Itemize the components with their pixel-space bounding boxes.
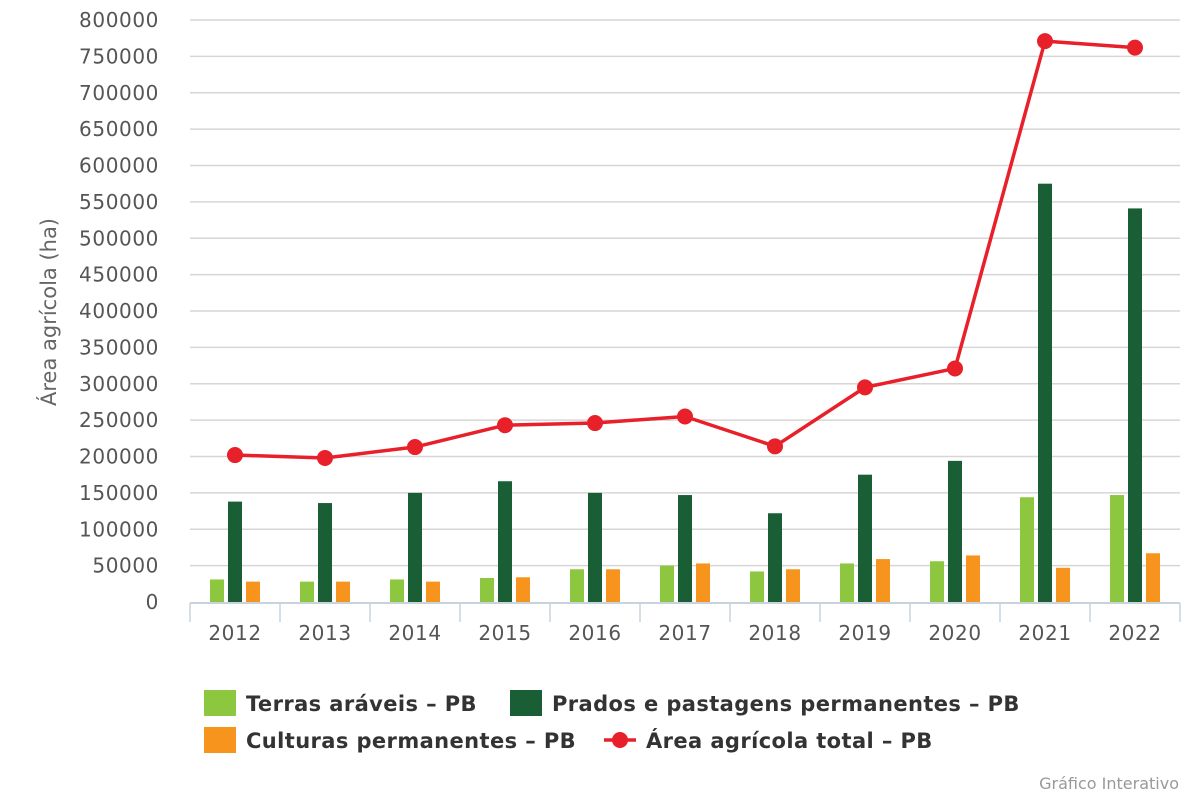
y-tick-label: 500000	[79, 226, 159, 250]
bar[interactable]	[1128, 208, 1142, 603]
credit-link[interactable]: Gráfico Interativo	[1039, 774, 1179, 793]
y-tick-label: 600000	[79, 154, 159, 178]
line-point[interactable]	[947, 360, 963, 377]
bar[interactable]	[696, 563, 710, 602]
legend-label: Área agrícola total – PB	[646, 728, 933, 753]
y-tick-label: 550000	[79, 190, 159, 214]
y-tick-label: 300000	[79, 372, 159, 396]
line-point[interactable]	[677, 408, 693, 425]
y-tick-label: 350000	[79, 335, 159, 359]
bars	[210, 183, 1160, 603]
bar[interactable]	[426, 581, 440, 602]
y-tick-label: 0	[146, 590, 159, 614]
y-tick-label: 200000	[79, 445, 159, 469]
bar[interactable]	[1038, 183, 1052, 602]
bar[interactable]	[768, 513, 782, 602]
x-tick-label: 2021	[1018, 621, 1071, 645]
x-tick-label: 2016	[568, 621, 621, 645]
legend-item[interactable]: Prados e pastagens permanentes – PB	[510, 690, 1020, 716]
total-line	[234, 39, 1136, 460]
bar[interactable]	[336, 581, 350, 602]
x-tick-label: 2012	[208, 621, 261, 645]
bar[interactable]	[1146, 553, 1160, 602]
bar[interactable]	[966, 555, 980, 602]
bar[interactable]	[948, 460, 962, 602]
bar[interactable]	[210, 579, 224, 602]
line-point[interactable]	[857, 379, 873, 396]
bar[interactable]	[678, 495, 692, 602]
y-tick-label: 650000	[79, 117, 159, 141]
x-tick-label: 2015	[478, 621, 531, 645]
y-tick-label: 700000	[79, 81, 159, 105]
line-point[interactable]	[1127, 39, 1143, 56]
bar[interactable]	[300, 581, 314, 602]
bar[interactable]	[1020, 497, 1034, 602]
bar[interactable]	[876, 559, 890, 602]
y-tick-label: 800000	[79, 8, 159, 32]
gridlines	[190, 19, 1180, 567]
y-tick-label: 250000	[79, 408, 159, 432]
legend: Terras aráveis – PB Prados e pastagens pe…	[204, 690, 1020, 753]
bar[interactable]	[1110, 495, 1124, 602]
bar[interactable]	[1056, 567, 1070, 602]
x-tick-label: 2019	[838, 621, 891, 645]
line-point[interactable]	[587, 415, 603, 432]
legend-label: Culturas permanentes – PB	[246, 729, 576, 753]
x-tick-label: 2013	[298, 621, 351, 645]
x-tick-label: 2022	[1108, 621, 1161, 645]
bar[interactable]	[246, 581, 260, 602]
bar[interactable]	[786, 569, 800, 602]
bar[interactable]	[930, 561, 944, 602]
y-tick-label: 50000	[92, 554, 159, 578]
bar[interactable]	[606, 569, 620, 602]
x-tick-label: 2020	[928, 621, 981, 645]
line-point[interactable]	[767, 438, 783, 455]
legend-label: Terras aráveis – PB	[246, 692, 477, 716]
x-tick-label: 2014	[388, 621, 441, 645]
y-tick-label: 750000	[79, 44, 159, 68]
legend-swatch-marker	[612, 732, 628, 748]
y-axis-ticks: 0 50000 100000 150000 200000 250000 300000 3500…	[79, 8, 159, 614]
legend-item[interactable]: Terras aráveis – PB	[204, 690, 477, 716]
line-point[interactable]	[317, 449, 333, 466]
x-tick-label: 2017	[658, 621, 711, 645]
bar[interactable]	[480, 577, 494, 602]
total-line-series	[227, 33, 1143, 466]
line-point[interactable]	[407, 439, 423, 456]
bar[interactable]	[588, 492, 602, 602]
legend-item[interactable]: Culturas permanentes – PB	[204, 727, 576, 753]
line-point[interactable]	[1037, 33, 1053, 50]
y-tick-label: 100000	[79, 517, 159, 541]
bar[interactable]	[840, 563, 854, 602]
y-tick-label: 450000	[79, 263, 159, 287]
bar[interactable]	[390, 579, 404, 602]
legend-swatch	[204, 727, 236, 753]
bar[interactable]	[858, 474, 872, 602]
bar[interactable]	[660, 565, 674, 602]
bar[interactable]	[408, 492, 422, 602]
x-tick-label: 2018	[748, 621, 801, 645]
legend-swatch	[510, 690, 542, 716]
y-tick-label: 400000	[79, 299, 159, 323]
bar[interactable]	[750, 571, 764, 602]
y-tick-label: 150000	[79, 481, 159, 505]
y-axis-title: Área agrícola (ha)	[36, 218, 61, 406]
line-point[interactable]	[497, 417, 513, 434]
bar[interactable]	[516, 577, 530, 602]
line-point[interactable]	[227, 447, 243, 464]
legend-label: Prados e pastagens permanentes – PB	[552, 692, 1020, 716]
bar[interactable]	[570, 569, 584, 602]
bar[interactable]	[318, 503, 332, 602]
legend-item[interactable]: Área agrícola total – PB	[604, 728, 933, 753]
legend-swatch	[204, 690, 236, 716]
bar[interactable]	[228, 501, 242, 602]
x-axis: 2012 2013 2014 2015 2016 2017 2018 2019 2020 2021…	[189, 602, 1181, 645]
bar[interactable]	[498, 481, 512, 602]
